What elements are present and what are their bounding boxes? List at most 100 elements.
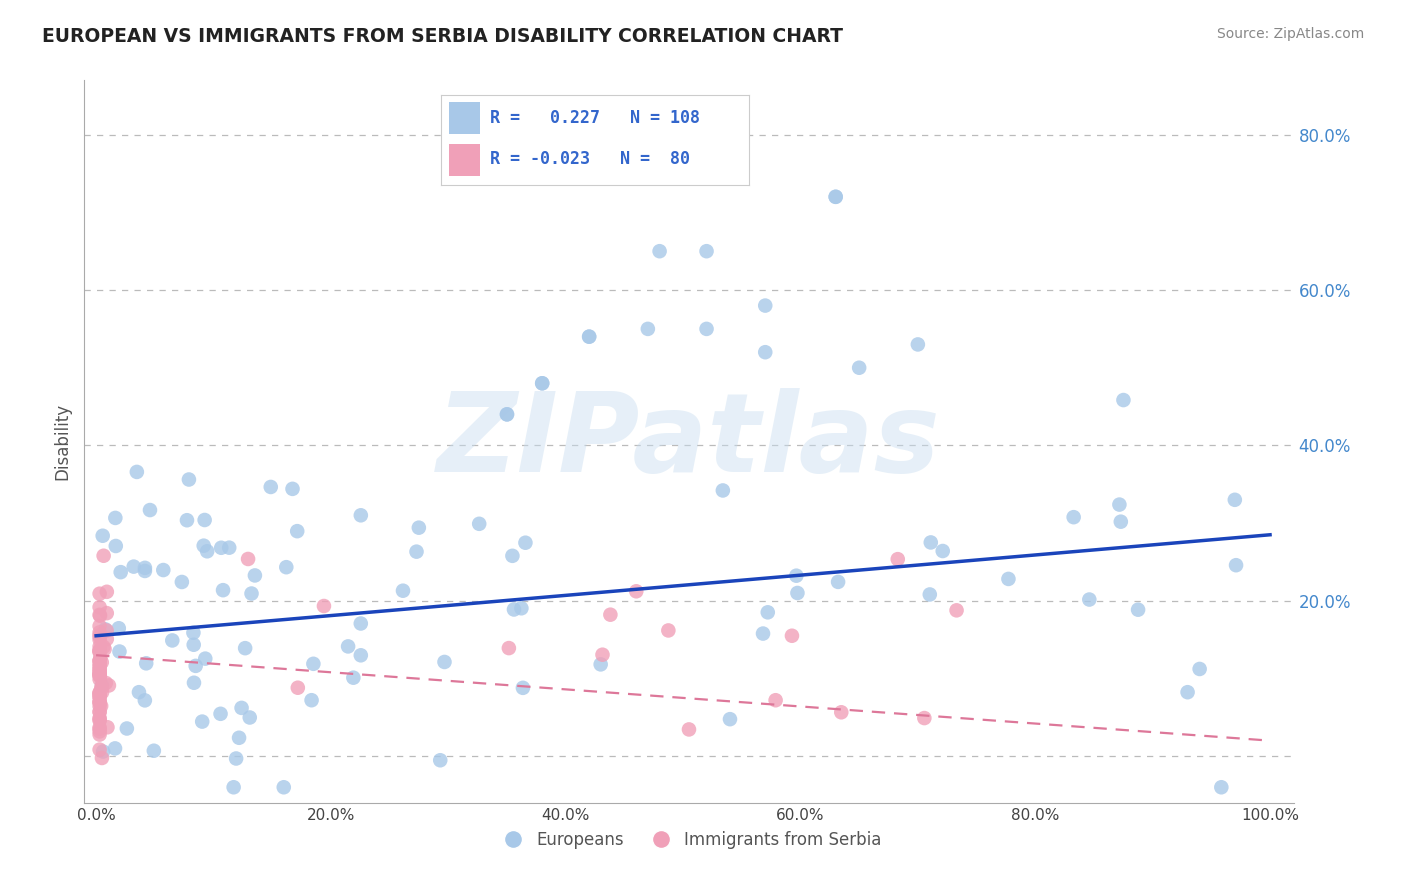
Point <box>89 714 111 728</box>
Point <box>231 701 253 715</box>
Point <box>89 653 111 667</box>
Point <box>1063 510 1085 524</box>
Point <box>218 541 240 555</box>
Point <box>89 628 111 642</box>
Point <box>89 687 111 701</box>
Point <box>162 633 184 648</box>
Point <box>405 544 427 558</box>
Point <box>945 603 967 617</box>
Point <box>89 643 111 657</box>
Point <box>96 606 118 620</box>
Point <box>510 601 533 615</box>
Point <box>1126 603 1149 617</box>
Point <box>170 574 193 589</box>
Point <box>907 337 929 351</box>
Point <box>89 625 111 640</box>
Text: EUROPEAN VS IMMIGRANTS FROM SERBIA DISABILITY CORRELATION CHART: EUROPEAN VS IMMIGRANTS FROM SERBIA DISAB… <box>42 27 844 45</box>
Point <box>657 624 679 638</box>
Point <box>89 662 111 676</box>
Point <box>887 552 910 566</box>
Point <box>152 563 174 577</box>
Legend: Europeans, Immigrants from Serbia: Europeans, Immigrants from Serbia <box>489 824 889 856</box>
Point <box>228 731 250 745</box>
Point <box>89 688 111 702</box>
Point <box>1109 515 1132 529</box>
Point <box>468 516 491 531</box>
Point <box>1188 662 1211 676</box>
Point <box>830 706 852 720</box>
Point <box>194 513 217 527</box>
Point <box>498 641 520 656</box>
Point <box>780 629 803 643</box>
Point <box>752 626 775 640</box>
Point <box>1177 685 1199 699</box>
Point <box>273 780 295 795</box>
Point <box>195 544 218 558</box>
Point <box>240 586 263 600</box>
Point <box>637 322 659 336</box>
Point <box>89 673 111 687</box>
Point <box>89 654 111 668</box>
Point <box>89 662 111 676</box>
Point <box>135 657 157 671</box>
Point <box>350 508 373 523</box>
Point <box>696 244 718 259</box>
Point <box>89 665 111 680</box>
Point <box>239 710 262 724</box>
Point <box>89 607 111 622</box>
Point <box>765 693 787 707</box>
Point <box>89 695 111 709</box>
Point <box>108 644 131 658</box>
Point <box>285 524 308 538</box>
Point <box>134 564 156 578</box>
Point <box>89 690 111 705</box>
Point <box>786 586 808 600</box>
Point <box>94 676 117 690</box>
Point <box>756 605 779 619</box>
Point <box>89 669 111 683</box>
Point <box>89 699 111 714</box>
Point <box>134 561 156 575</box>
Point <box>97 678 120 692</box>
Point <box>350 648 373 663</box>
Point <box>429 753 451 767</box>
Point <box>125 465 148 479</box>
Point <box>578 329 600 343</box>
Point <box>754 345 776 359</box>
Point <box>89 722 111 736</box>
Point <box>193 539 215 553</box>
Point <box>350 616 373 631</box>
Point <box>1225 558 1247 573</box>
Point <box>496 408 519 422</box>
Point <box>785 568 807 582</box>
Point <box>503 602 526 616</box>
Point <box>96 720 118 734</box>
Point <box>920 535 942 549</box>
Point <box>932 544 955 558</box>
Point <box>89 657 111 672</box>
Point <box>89 644 111 658</box>
Point <box>1223 492 1246 507</box>
Point <box>89 640 111 654</box>
Point <box>96 624 118 638</box>
Text: Source: ZipAtlas.com: Source: ZipAtlas.com <box>1216 27 1364 41</box>
Point <box>91 745 114 759</box>
Point <box>212 583 235 598</box>
Point <box>96 584 118 599</box>
Y-axis label: Disability: Disability <box>53 403 72 480</box>
Point <box>183 675 205 690</box>
Point <box>89 654 111 668</box>
Point <box>89 668 111 682</box>
Point <box>824 190 846 204</box>
Point <box>276 560 298 574</box>
Point <box>626 584 648 599</box>
Point <box>496 408 519 422</box>
Point <box>222 780 245 795</box>
Point <box>96 632 118 646</box>
Point <box>287 681 309 695</box>
Point <box>176 513 198 527</box>
Point <box>243 568 266 582</box>
Point <box>142 744 165 758</box>
Point <box>501 549 523 563</box>
Point <box>392 583 415 598</box>
